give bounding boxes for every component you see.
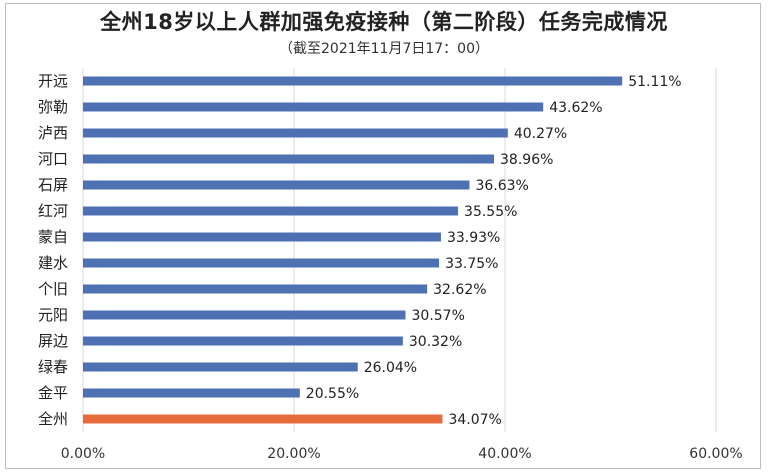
- bar: [83, 102, 544, 112]
- bar: [83, 336, 403, 346]
- category-label: 红河: [38, 202, 68, 220]
- x-tick-label: 20.00%: [267, 446, 320, 462]
- bar: [83, 388, 300, 398]
- data-label: 38.96%: [500, 152, 553, 168]
- data-label: 43.62%: [549, 100, 602, 116]
- data-label: 20.55%: [306, 386, 359, 402]
- category-label: 金平: [38, 384, 68, 402]
- data-label: 26.04%: [364, 360, 417, 376]
- data-label: 33.75%: [445, 256, 498, 272]
- data-label: 30.57%: [412, 308, 465, 324]
- category-label: 泸西: [38, 124, 68, 142]
- data-label: 51.11%: [628, 74, 681, 90]
- bar: [83, 414, 443, 424]
- category-label: 屏边: [38, 332, 68, 350]
- data-label: 34.07%: [448, 412, 501, 428]
- bar: [83, 232, 441, 242]
- category-label: 全州: [38, 410, 68, 428]
- data-label: 33.93%: [447, 230, 500, 246]
- data-label: 30.32%: [409, 334, 462, 350]
- category-label: 石屏: [38, 176, 68, 194]
- bar: [83, 206, 459, 216]
- category-label: 个旧: [38, 280, 68, 298]
- category-label: 蒙自: [38, 228, 68, 246]
- category-label: 河口: [38, 150, 68, 168]
- data-label: 36.63%: [475, 178, 528, 194]
- category-label: 弥勒: [38, 98, 68, 116]
- category-label: 建水: [38, 254, 68, 272]
- data-label: 35.55%: [464, 204, 517, 220]
- bar: [83, 284, 428, 294]
- category-label: 绿春: [38, 358, 68, 376]
- category-label: 元阳: [38, 306, 68, 324]
- chart-title: 全州18岁以上人群加强免疫接种（第二阶段）任务完成情况: [100, 10, 668, 34]
- bar: [83, 258, 440, 268]
- x-tick-label: 0.00%: [61, 446, 105, 462]
- bar: [83, 154, 495, 164]
- data-label: 40.27%: [514, 126, 567, 142]
- x-tick-label: 60.00%: [689, 446, 742, 462]
- data-label: 32.62%: [433, 282, 486, 298]
- bar: [83, 128, 508, 138]
- bar: [83, 76, 623, 86]
- x-tick-label: 40.00%: [478, 446, 531, 462]
- chart-subtitle: （截至2021年11月7日17：00）: [279, 41, 489, 57]
- bar: [83, 180, 470, 190]
- bar: [83, 362, 358, 372]
- bar: [83, 310, 406, 320]
- category-label: 开远: [38, 72, 68, 90]
